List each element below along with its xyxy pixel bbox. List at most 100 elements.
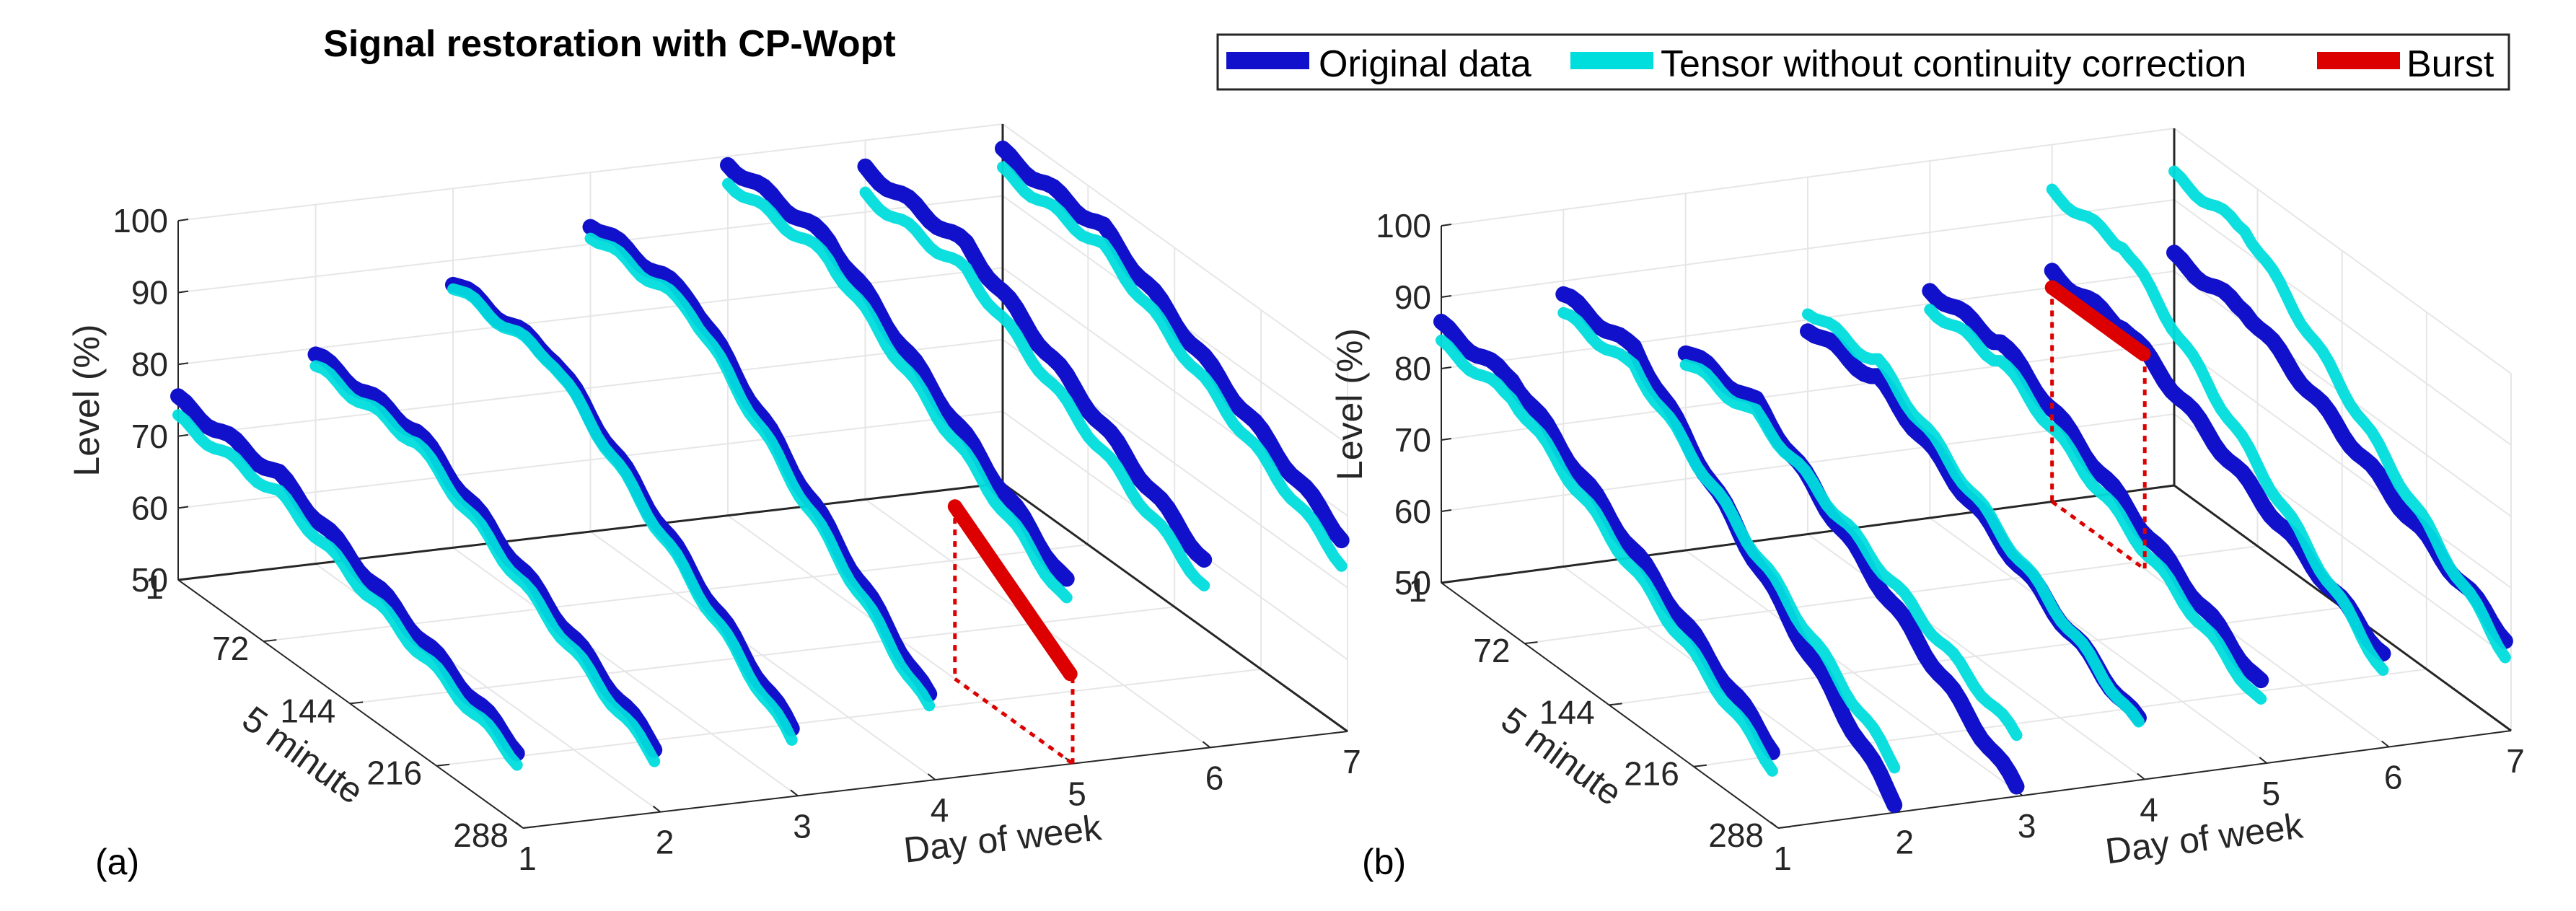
series-original-day	[1433, 314, 1780, 760]
tick-label-x: 4	[931, 791, 949, 829]
tick-label-z: 50	[131, 561, 168, 599]
tick-z	[177, 506, 189, 509]
legend-label-burst: Burst	[2406, 43, 2494, 85]
tick-label-y: 216	[1624, 755, 1679, 793]
tick-label-x: 1	[1773, 840, 1792, 877]
series-tensor-day	[172, 409, 523, 771]
gridline-y	[1693, 312, 2427, 767]
tick-x	[2259, 757, 2267, 764]
tick-z	[1441, 509, 1452, 512]
series-tensor-day	[2046, 183, 2389, 676]
tick-x	[927, 773, 936, 780]
tick-z	[177, 362, 189, 366]
axis-label-x: Day of week	[2103, 805, 2305, 871]
series-original-day	[1677, 345, 2025, 795]
tick-label-z: 100	[1376, 207, 1431, 245]
series-tensor-day	[1924, 304, 2267, 705]
series-tensor-day	[1436, 334, 1778, 777]
tick-label-y: 144	[1539, 693, 1595, 731]
tick-label-x: 4	[2140, 791, 2158, 829]
tick-label-x: 3	[2018, 807, 2036, 845]
tick-label-y: 1	[145, 568, 164, 606]
legend-swatch-tensor	[1570, 52, 1653, 69]
series-burst	[2044, 280, 2151, 361]
tick-z	[1441, 438, 1452, 441]
series-tensor-day	[584, 232, 936, 712]
tick-y	[350, 701, 364, 705]
tick-label-y: 144	[280, 692, 335, 729]
tick-label-x: 5	[2262, 775, 2281, 812]
tick-x	[1202, 741, 1211, 749]
series-tensor-day	[722, 177, 1073, 604]
tick-label-y: 216	[366, 754, 422, 792]
tick-x	[790, 789, 799, 797]
tick-z	[1441, 224, 1452, 226]
tick-label-z: 90	[1394, 278, 1431, 316]
series-tensor-day	[859, 186, 1210, 591]
series-tensor-day	[309, 360, 661, 767]
tick-z	[177, 219, 189, 221]
tick-x	[2137, 773, 2145, 780]
tick-label-z: 50	[1394, 564, 1431, 602]
tick-y	[263, 639, 277, 643]
tick-x	[652, 805, 661, 813]
tick-label-z: 70	[1394, 421, 1431, 459]
series-original-day	[857, 158, 1213, 568]
series-original-day	[720, 157, 1075, 587]
tick-label-y: 72	[212, 630, 249, 667]
figure-title: Signal restoration with CP-Wopt	[323, 23, 895, 65]
tick-label-z: 60	[131, 489, 168, 527]
tick-label-z: 80	[131, 346, 168, 383]
series-tensor-day	[447, 283, 798, 746]
legend-label-original: Original data	[1319, 43, 1531, 85]
tick-y	[522, 826, 537, 829]
legend-box	[1216, 33, 2510, 91]
series-original-day	[170, 388, 525, 762]
tick-label-x: 5	[1068, 775, 1086, 813]
tick-label-x: 6	[1205, 759, 1224, 796]
burst-floorline	[954, 677, 1074, 765]
tick-y	[177, 578, 192, 581]
axis-label-z: Level (%)	[66, 324, 107, 476]
axis-right-y	[1002, 482, 1348, 733]
gridline-y	[522, 372, 1348, 829]
tick-label-z: 70	[131, 418, 168, 455]
series-group	[1433, 165, 2513, 813]
tick-y	[1441, 581, 1455, 584]
series-tensor-day	[997, 161, 1348, 572]
series-tensor-day	[1802, 308, 2145, 728]
axis-label-z: Level (%)	[1329, 328, 1370, 480]
tick-label-y: 288	[453, 817, 509, 854]
tick-y	[1693, 764, 1707, 767]
tick-label-y: 72	[1473, 632, 1510, 669]
tick-label-x: 7	[1342, 743, 1361, 780]
series-original-day	[582, 219, 938, 703]
tick-label-y: 1	[1408, 571, 1427, 609]
series-tensor-day	[2168, 165, 2511, 664]
legend-swatch-original	[1226, 52, 1309, 69]
tick-label-x: 2	[1896, 824, 1915, 861]
tick-label-z: 80	[1394, 350, 1431, 387]
series-tensor-day	[1679, 358, 2023, 741]
series-group	[170, 140, 1350, 771]
tick-label-y: 288	[1708, 817, 1764, 854]
axis-back-x	[177, 482, 1003, 581]
tick-y	[1777, 826, 1792, 829]
tick-x	[1340, 725, 1348, 732]
tick-y	[436, 763, 450, 767]
legend-swatch-burst	[2317, 52, 2400, 69]
tick-label-z: 60	[1394, 493, 1431, 530]
tick-label-x: 2	[656, 824, 674, 861]
tick-z	[177, 290, 189, 294]
tick-x	[515, 822, 524, 829]
grid	[177, 123, 1348, 829]
panel-label-a: (a)	[95, 842, 139, 882]
tick-x	[1770, 822, 1779, 829]
tick-z	[1441, 366, 1452, 369]
tick-label-x: 7	[2506, 742, 2525, 780]
tick-x	[2503, 724, 2512, 731]
legend-label-tensor: Tensor without continuity correction	[1661, 43, 2246, 85]
